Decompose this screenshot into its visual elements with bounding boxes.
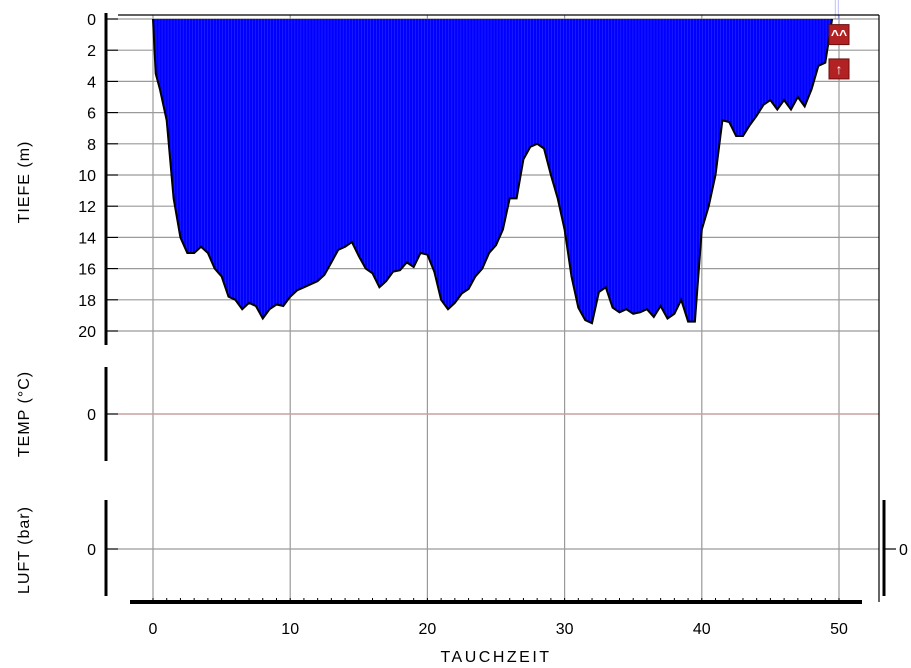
- depth-tick-label-20: 20: [78, 324, 96, 341]
- ascent-warning-icon: [828, 24, 850, 46]
- x-tick-label-10: 10: [281, 621, 299, 638]
- depth-tick-label-6: 6: [87, 106, 96, 123]
- x-tick-label-0: 0: [149, 621, 158, 638]
- depth-tick-label-12: 12: [78, 199, 96, 216]
- depth-tick-label-4: 4: [87, 74, 96, 91]
- up-arrow-warning-icon-glyph: ↑: [836, 61, 843, 77]
- depth-tick-label-10: 10: [78, 168, 96, 185]
- depth-area-fill: [153, 19, 833, 324]
- depth-tick-label-2: 2: [87, 43, 96, 60]
- x-tick-label-30: 30: [556, 621, 574, 638]
- axes: [104, 13, 896, 604]
- depth-tick-label-14: 14: [78, 230, 96, 247]
- depth-tick-label-16: 16: [78, 262, 96, 279]
- depth-tick-label-8: 8: [87, 137, 96, 154]
- x-axis-label: TAUCHZEIT: [440, 649, 551, 666]
- x-tick-label-20: 20: [419, 621, 437, 638]
- temp-tick-label-0: 0: [87, 407, 96, 424]
- air-tick-label-0: 0: [87, 542, 96, 559]
- tick-labels: 0 2 4 6 8 10 12 14 16 18 20 0 0 0 0 10 20 30 40 50: [78, 12, 908, 638]
- depth-area-series: [152, 0, 839, 325]
- x-tick-label-40: 40: [693, 621, 711, 638]
- y-axis-label-air: LUFT (bar): [16, 506, 33, 594]
- depth-tick-label-18: 18: [78, 293, 96, 310]
- up-arrow-warning-icon: [828, 58, 850, 80]
- y-axis-label-temp: TEMP (°C): [16, 371, 33, 457]
- warning-markers: ^^ ↑: [828, 24, 850, 80]
- depth-profile-line: [152, 18, 834, 325]
- air-right-tick-label-0: 0: [899, 542, 908, 559]
- depth-tick-label-0: 0: [87, 12, 96, 29]
- plot-frame: [118, 14, 880, 602]
- x-tick-label-50: 50: [830, 621, 848, 638]
- y-axis-label-depth: TIEFE (m): [16, 141, 33, 224]
- ascent-warning-icon-glyph: ^^: [831, 27, 847, 43]
